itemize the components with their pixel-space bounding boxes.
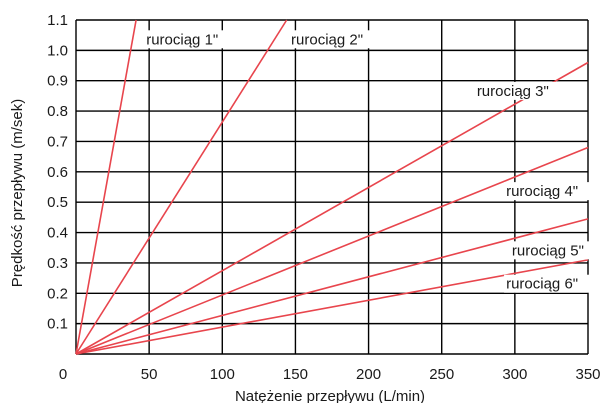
series-annotation-label: rurociąg 1" — [146, 31, 218, 48]
annotation-layer: rurociąg 1" rurociąg 2" rurociąg 3" rurocią… — [144, 30, 598, 293]
x-tick-label: 250 — [429, 366, 454, 383]
series-annotation-label: rurociąg 5" — [512, 242, 584, 259]
y-tick-label: 0.2 — [47, 285, 68, 302]
x-tick-label: 50 — [141, 366, 158, 383]
x-tick-label: 200 — [356, 366, 381, 383]
y-tick-label: 1.0 — [47, 42, 68, 59]
x-axis-title: Natężenie przepływu (L/min) — [235, 388, 425, 403]
y-tick-label: 0.3 — [47, 255, 68, 272]
y-tick-label: 0.7 — [47, 133, 68, 150]
y-tick-label: 0.4 — [47, 225, 68, 242]
series-annotation-label: rurociąg 2" — [291, 31, 363, 48]
x-tick-label: 300 — [502, 366, 527, 383]
y-tick-label: 0.9 — [47, 73, 68, 90]
series-line — [75, 19, 137, 355]
y-tick-label: 0.8 — [47, 103, 68, 120]
series-line — [75, 146, 589, 355]
series-line — [75, 218, 589, 355]
y-tick-label: 0.5 — [47, 194, 68, 211]
annotation-background — [509, 241, 598, 260]
series-annotation-label: rurociąg 4" — [506, 183, 578, 200]
series-line — [75, 19, 288, 355]
y-tick-label: 1.1 — [47, 12, 68, 29]
annotation-background — [504, 182, 592, 201]
annotation-background — [504, 274, 592, 293]
grid-layer — [75, 19, 589, 355]
annotation-background — [289, 30, 377, 49]
series-line — [75, 61, 589, 355]
x-tick-label: 150 — [283, 366, 308, 383]
y-axis-title: Prędkość przepływu (m/sek) — [9, 99, 26, 287]
series-annotation-label: rurociąg 3" — [477, 83, 549, 100]
y-tick-label: 0.6 — [47, 164, 68, 181]
series-line — [75, 259, 589, 355]
series-layer — [75, 19, 589, 355]
x-tick-label: 100 — [210, 366, 235, 383]
x-tick-label: 350 — [575, 366, 600, 383]
y-tick-label: 0.1 — [47, 316, 68, 333]
series-annotation-label: rurociąg 6" — [506, 276, 578, 293]
annotation-background — [144, 30, 232, 49]
x-tick-label: 0 — [59, 366, 67, 383]
tick-label-layer: 0 50 100 150 200 250 300 350 0.1 0.2 0.3 0.4 0.5 0.6 0… — [47, 12, 600, 383]
annotation-background — [474, 81, 563, 100]
